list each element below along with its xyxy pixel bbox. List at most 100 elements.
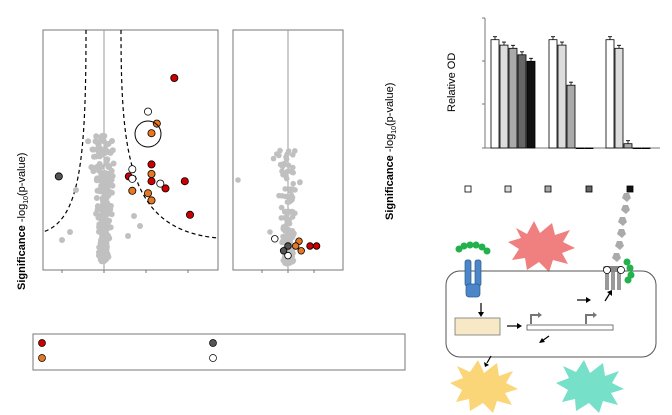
data-point xyxy=(170,74,179,83)
data-point xyxy=(267,229,273,235)
data-point xyxy=(279,247,288,255)
data-point xyxy=(290,164,296,171)
data-point xyxy=(283,175,290,182)
error-bar xyxy=(493,36,497,40)
bar xyxy=(584,147,594,150)
teal-burst xyxy=(556,360,624,413)
data-point xyxy=(284,218,291,225)
data-point xyxy=(279,168,285,174)
bar xyxy=(605,39,615,149)
bar-legend-lightgray xyxy=(504,185,512,193)
data-point xyxy=(290,180,297,187)
data-point xyxy=(147,129,156,138)
bar xyxy=(548,39,558,149)
data-point xyxy=(103,206,110,213)
data-point xyxy=(283,154,289,160)
volcano-plot-left: Significance -log10(p-value) xyxy=(16,29,219,290)
bar-chart: Relative OD xyxy=(446,17,660,150)
bar xyxy=(614,47,624,149)
data-point xyxy=(54,172,63,181)
data-point xyxy=(100,235,107,241)
data-point xyxy=(286,197,293,203)
data-point xyxy=(103,156,110,163)
bar xyxy=(526,60,536,149)
bar-legend xyxy=(464,185,634,193)
data-point xyxy=(312,242,321,250)
data-point xyxy=(292,148,298,154)
data-point xyxy=(101,211,108,218)
data-point xyxy=(59,237,65,243)
data-point xyxy=(99,175,106,182)
error-bar xyxy=(560,41,564,46)
data-point xyxy=(270,155,277,162)
volcano-left-ylabel: Significance -log10(p-value) xyxy=(16,153,30,290)
data-point xyxy=(96,224,103,231)
error-bar xyxy=(511,44,515,49)
bar-legend-gray xyxy=(544,185,552,193)
bar xyxy=(499,44,509,149)
volcano-right-ylabel: Significance -log10(p-value) xyxy=(384,83,398,220)
data-point xyxy=(108,211,115,218)
transporter xyxy=(603,193,635,290)
data-point xyxy=(107,149,114,156)
data-point xyxy=(101,150,108,157)
data-point xyxy=(128,174,137,183)
data-point xyxy=(91,165,98,171)
error-bar xyxy=(569,81,573,86)
data-point xyxy=(94,206,101,213)
data-point xyxy=(279,193,285,199)
bar xyxy=(490,39,500,149)
data-point xyxy=(280,233,286,240)
threshold-curve-right xyxy=(120,29,219,239)
data-point xyxy=(292,242,300,250)
regulator-box xyxy=(454,317,501,336)
data-point xyxy=(280,225,287,232)
data-point xyxy=(109,138,115,144)
bar-legend-white xyxy=(464,185,472,193)
volcano-right-xticks xyxy=(261,270,315,273)
data-point xyxy=(93,195,100,201)
arrow-up-right xyxy=(604,292,611,302)
error-bar xyxy=(626,140,630,144)
bar xyxy=(508,47,518,149)
promoter-arrow-1 xyxy=(530,314,539,324)
data-point xyxy=(99,256,106,263)
bar xyxy=(566,84,576,149)
data-point xyxy=(274,151,280,157)
legend-box xyxy=(32,333,406,371)
data-point xyxy=(93,133,100,140)
data-point xyxy=(161,184,170,193)
bar-groups xyxy=(490,36,651,150)
bar xyxy=(641,147,651,150)
data-point xyxy=(91,153,97,160)
threshold-curve-left xyxy=(42,29,87,233)
volcano-plot-right: Significance -log10(p-value) xyxy=(232,29,398,273)
data-point xyxy=(297,247,305,255)
data-point xyxy=(125,233,131,239)
bar-legend-darkgray xyxy=(585,185,593,193)
data-point xyxy=(282,186,289,192)
gene-operon xyxy=(526,324,614,331)
data-point xyxy=(108,167,115,174)
volcano-left-frame xyxy=(42,29,219,271)
legend-white-marker xyxy=(209,354,217,362)
data-point xyxy=(271,235,279,243)
bar xyxy=(623,143,633,149)
data-point xyxy=(278,204,285,211)
data-point xyxy=(291,230,297,237)
data-point xyxy=(109,173,116,179)
data-point xyxy=(152,119,161,128)
promoter-arrow-2 xyxy=(585,314,594,324)
data-point xyxy=(101,195,108,202)
data-point xyxy=(105,232,112,239)
data-point xyxy=(128,165,137,174)
error-bar xyxy=(502,41,506,46)
data-point xyxy=(102,220,109,227)
data-point xyxy=(85,138,92,145)
nonsignificant-points-right xyxy=(235,147,303,267)
data-point xyxy=(131,213,137,219)
data-point xyxy=(284,251,292,260)
data-point xyxy=(180,177,189,186)
legend-red-marker xyxy=(38,339,46,347)
data-point xyxy=(97,242,104,249)
